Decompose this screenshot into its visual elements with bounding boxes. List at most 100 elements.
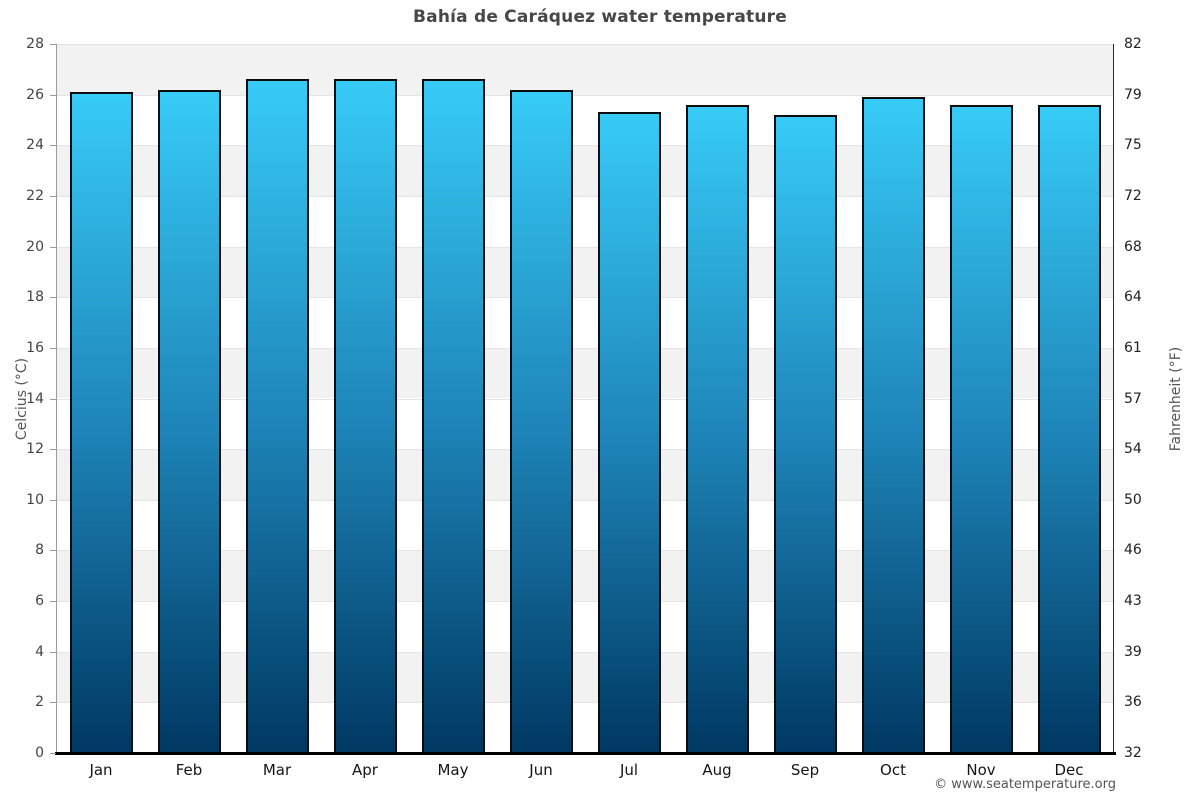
grid-band <box>57 398 1113 450</box>
gridline <box>57 449 1113 450</box>
ytick-fahrenheit-64: 64 <box>1124 289 1142 306</box>
ytick-fahrenheit-75: 75 <box>1124 137 1142 154</box>
grid-band <box>57 702 1113 753</box>
ytick-celsius-14: 14 <box>26 390 44 407</box>
gridline <box>57 44 1113 45</box>
ytick-fahrenheit-43: 43 <box>1124 593 1142 610</box>
y-axis-line-right <box>1113 44 1114 753</box>
grid-band <box>57 651 1113 703</box>
grid-band <box>57 449 1113 500</box>
ytick-celsius-26: 26 <box>26 86 44 103</box>
ytick-celsius-28: 28 <box>26 36 44 52</box>
ytick-celsius-24: 24 <box>26 137 44 154</box>
ytick-celsius-18: 18 <box>26 289 44 306</box>
gridline <box>57 95 1113 96</box>
ytick-fahrenheit-57: 57 <box>1124 390 1142 407</box>
ytick-celsius-12: 12 <box>26 441 44 458</box>
grid-band <box>57 601 1113 652</box>
tickmark <box>50 399 56 400</box>
bar-may <box>421 79 485 753</box>
x-axis-line <box>55 752 1116 755</box>
tickmark <box>50 500 56 501</box>
grid-band <box>57 195 1113 247</box>
tickmark <box>50 601 56 602</box>
bar-sep <box>773 114 837 753</box>
gridline <box>57 247 1113 248</box>
ytick-fahrenheit-68: 68 <box>1124 238 1142 255</box>
xtick-feb: Feb <box>175 761 203 779</box>
xtick-oct: Oct <box>880 761 906 779</box>
gridline <box>57 196 1113 197</box>
tickmark <box>50 702 56 703</box>
bar-jan <box>69 92 133 753</box>
xtick-nov: Nov <box>966 761 996 779</box>
y-axis-title-celsius: Celcius (°C) <box>14 357 30 441</box>
gridline <box>57 601 1113 602</box>
tickmark <box>50 95 56 96</box>
grid-band <box>57 347 1113 399</box>
ytick-fahrenheit-32: 32 <box>1124 745 1142 761</box>
xtick-apr: Apr <box>352 761 378 779</box>
bar-aug <box>685 104 749 753</box>
copyright-credit: © www.seatemperature.org <box>934 777 1116 792</box>
ytick-celsius-16: 16 <box>26 339 44 356</box>
ytick-celsius-4: 4 <box>35 643 44 660</box>
ytick-fahrenheit-79: 79 <box>1124 86 1142 103</box>
ytick-celsius-8: 8 <box>35 542 44 559</box>
xtick-sep: Sep <box>790 761 820 779</box>
bar-nov <box>949 104 1013 753</box>
ytick-celsius-2: 2 <box>35 694 44 711</box>
grid-band <box>57 246 1113 298</box>
tickmark <box>50 348 56 349</box>
bar-jul <box>597 112 661 753</box>
gridline <box>57 145 1113 146</box>
xtick-dec: Dec <box>1054 761 1084 779</box>
bar-dec <box>1037 104 1101 753</box>
tickmark <box>50 753 56 754</box>
grid-band <box>57 550 1113 602</box>
ytick-fahrenheit-72: 72 <box>1124 187 1142 204</box>
grid-band <box>57 44 1113 95</box>
ytick-fahrenheit-46: 46 <box>1124 542 1142 559</box>
ytick-fahrenheit-61: 61 <box>1124 339 1142 356</box>
tickmark <box>50 449 56 450</box>
tickmark <box>50 44 56 45</box>
xtick-jan: Jan <box>89 761 113 779</box>
ytick-fahrenheit-39: 39 <box>1124 643 1142 660</box>
tickmark <box>50 145 56 146</box>
ytick-celsius-10: 10 <box>26 491 44 508</box>
tickmark <box>50 652 56 653</box>
grid-band <box>57 499 1113 551</box>
ytick-fahrenheit-50: 50 <box>1124 491 1142 508</box>
ytick-fahrenheit-36: 36 <box>1124 694 1142 711</box>
xtick-may: May <box>437 761 469 779</box>
ytick-celsius-6: 6 <box>35 593 44 610</box>
tickmark <box>50 550 56 551</box>
grid-band <box>57 297 1113 348</box>
gridline <box>57 500 1113 501</box>
bar-feb <box>157 89 221 753</box>
ytick-celsius-0: 0 <box>35 745 44 761</box>
gridline <box>57 348 1113 349</box>
y-axis-title-fahrenheit: Fahrenheit (°F) <box>1168 346 1184 452</box>
ytick-celsius-22: 22 <box>26 187 44 204</box>
chart-title: Bahía de Caráquez water temperature <box>413 7 787 27</box>
grid-band <box>57 94 1113 146</box>
plot-area <box>57 44 1113 753</box>
xtick-jun: Jun <box>529 761 553 779</box>
grid-band <box>57 145 1113 196</box>
gridline <box>57 652 1113 653</box>
bar-oct <box>861 97 925 753</box>
gridline <box>57 297 1113 298</box>
tickmark <box>50 247 56 248</box>
xtick-jul: Jul <box>619 761 639 779</box>
bar-mar <box>245 79 309 753</box>
gridline <box>57 399 1113 400</box>
bar-jun <box>509 89 573 753</box>
y-axis-line-left <box>56 44 57 753</box>
tickmark <box>50 196 56 197</box>
tickmark <box>50 297 56 298</box>
bar-apr <box>333 79 397 753</box>
xtick-mar: Mar <box>262 761 292 779</box>
gridline <box>57 550 1113 551</box>
